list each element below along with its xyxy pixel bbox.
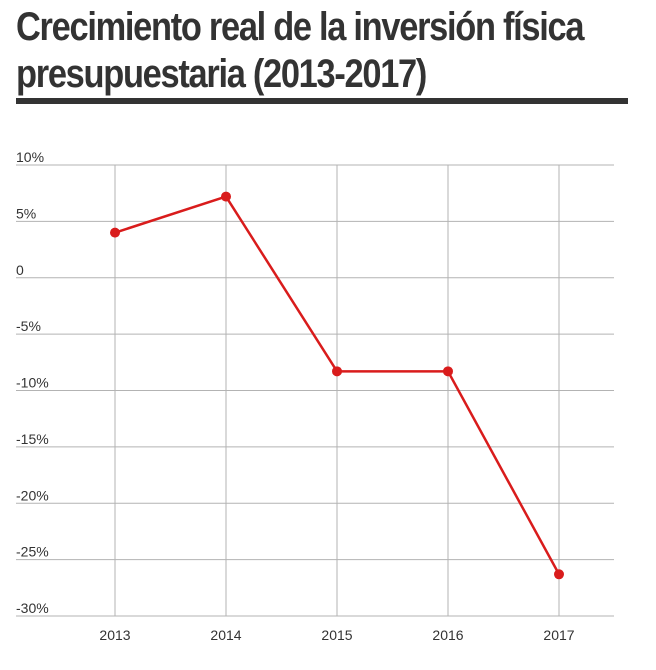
data-point: [221, 191, 231, 202]
y-tick-label: 0: [16, 262, 24, 278]
y-tick-label: -5%: [16, 318, 41, 334]
y-tick-label: -25%: [16, 544, 49, 560]
title-underline: [16, 98, 628, 104]
x-tick-label: 2015: [321, 627, 352, 643]
chart-title-line-2: presupuestaria (2013-2017): [16, 52, 427, 96]
x-tick-label: 2016: [432, 627, 463, 643]
y-tick-label: 5%: [16, 205, 36, 221]
y-tick-label: -20%: [16, 487, 49, 503]
x-tick-label: 2017: [543, 627, 574, 643]
data-point: [110, 227, 120, 238]
data-point: [443, 366, 453, 377]
y-tick-label: -10%: [16, 375, 49, 391]
y-tick-label: 10%: [16, 149, 44, 165]
x-tick-label: 2014: [210, 627, 241, 643]
y-tick-label: -15%: [16, 431, 49, 447]
y-tick-label: -30%: [16, 600, 49, 616]
chart-title-line-1: Crecimiento real de la inversión física: [16, 5, 585, 49]
x-tick-label: 2013: [99, 627, 130, 643]
chart-title: Crecimiento real de la inversión física …: [16, 4, 585, 98]
data-point: [554, 569, 564, 580]
data-point: [332, 366, 342, 377]
